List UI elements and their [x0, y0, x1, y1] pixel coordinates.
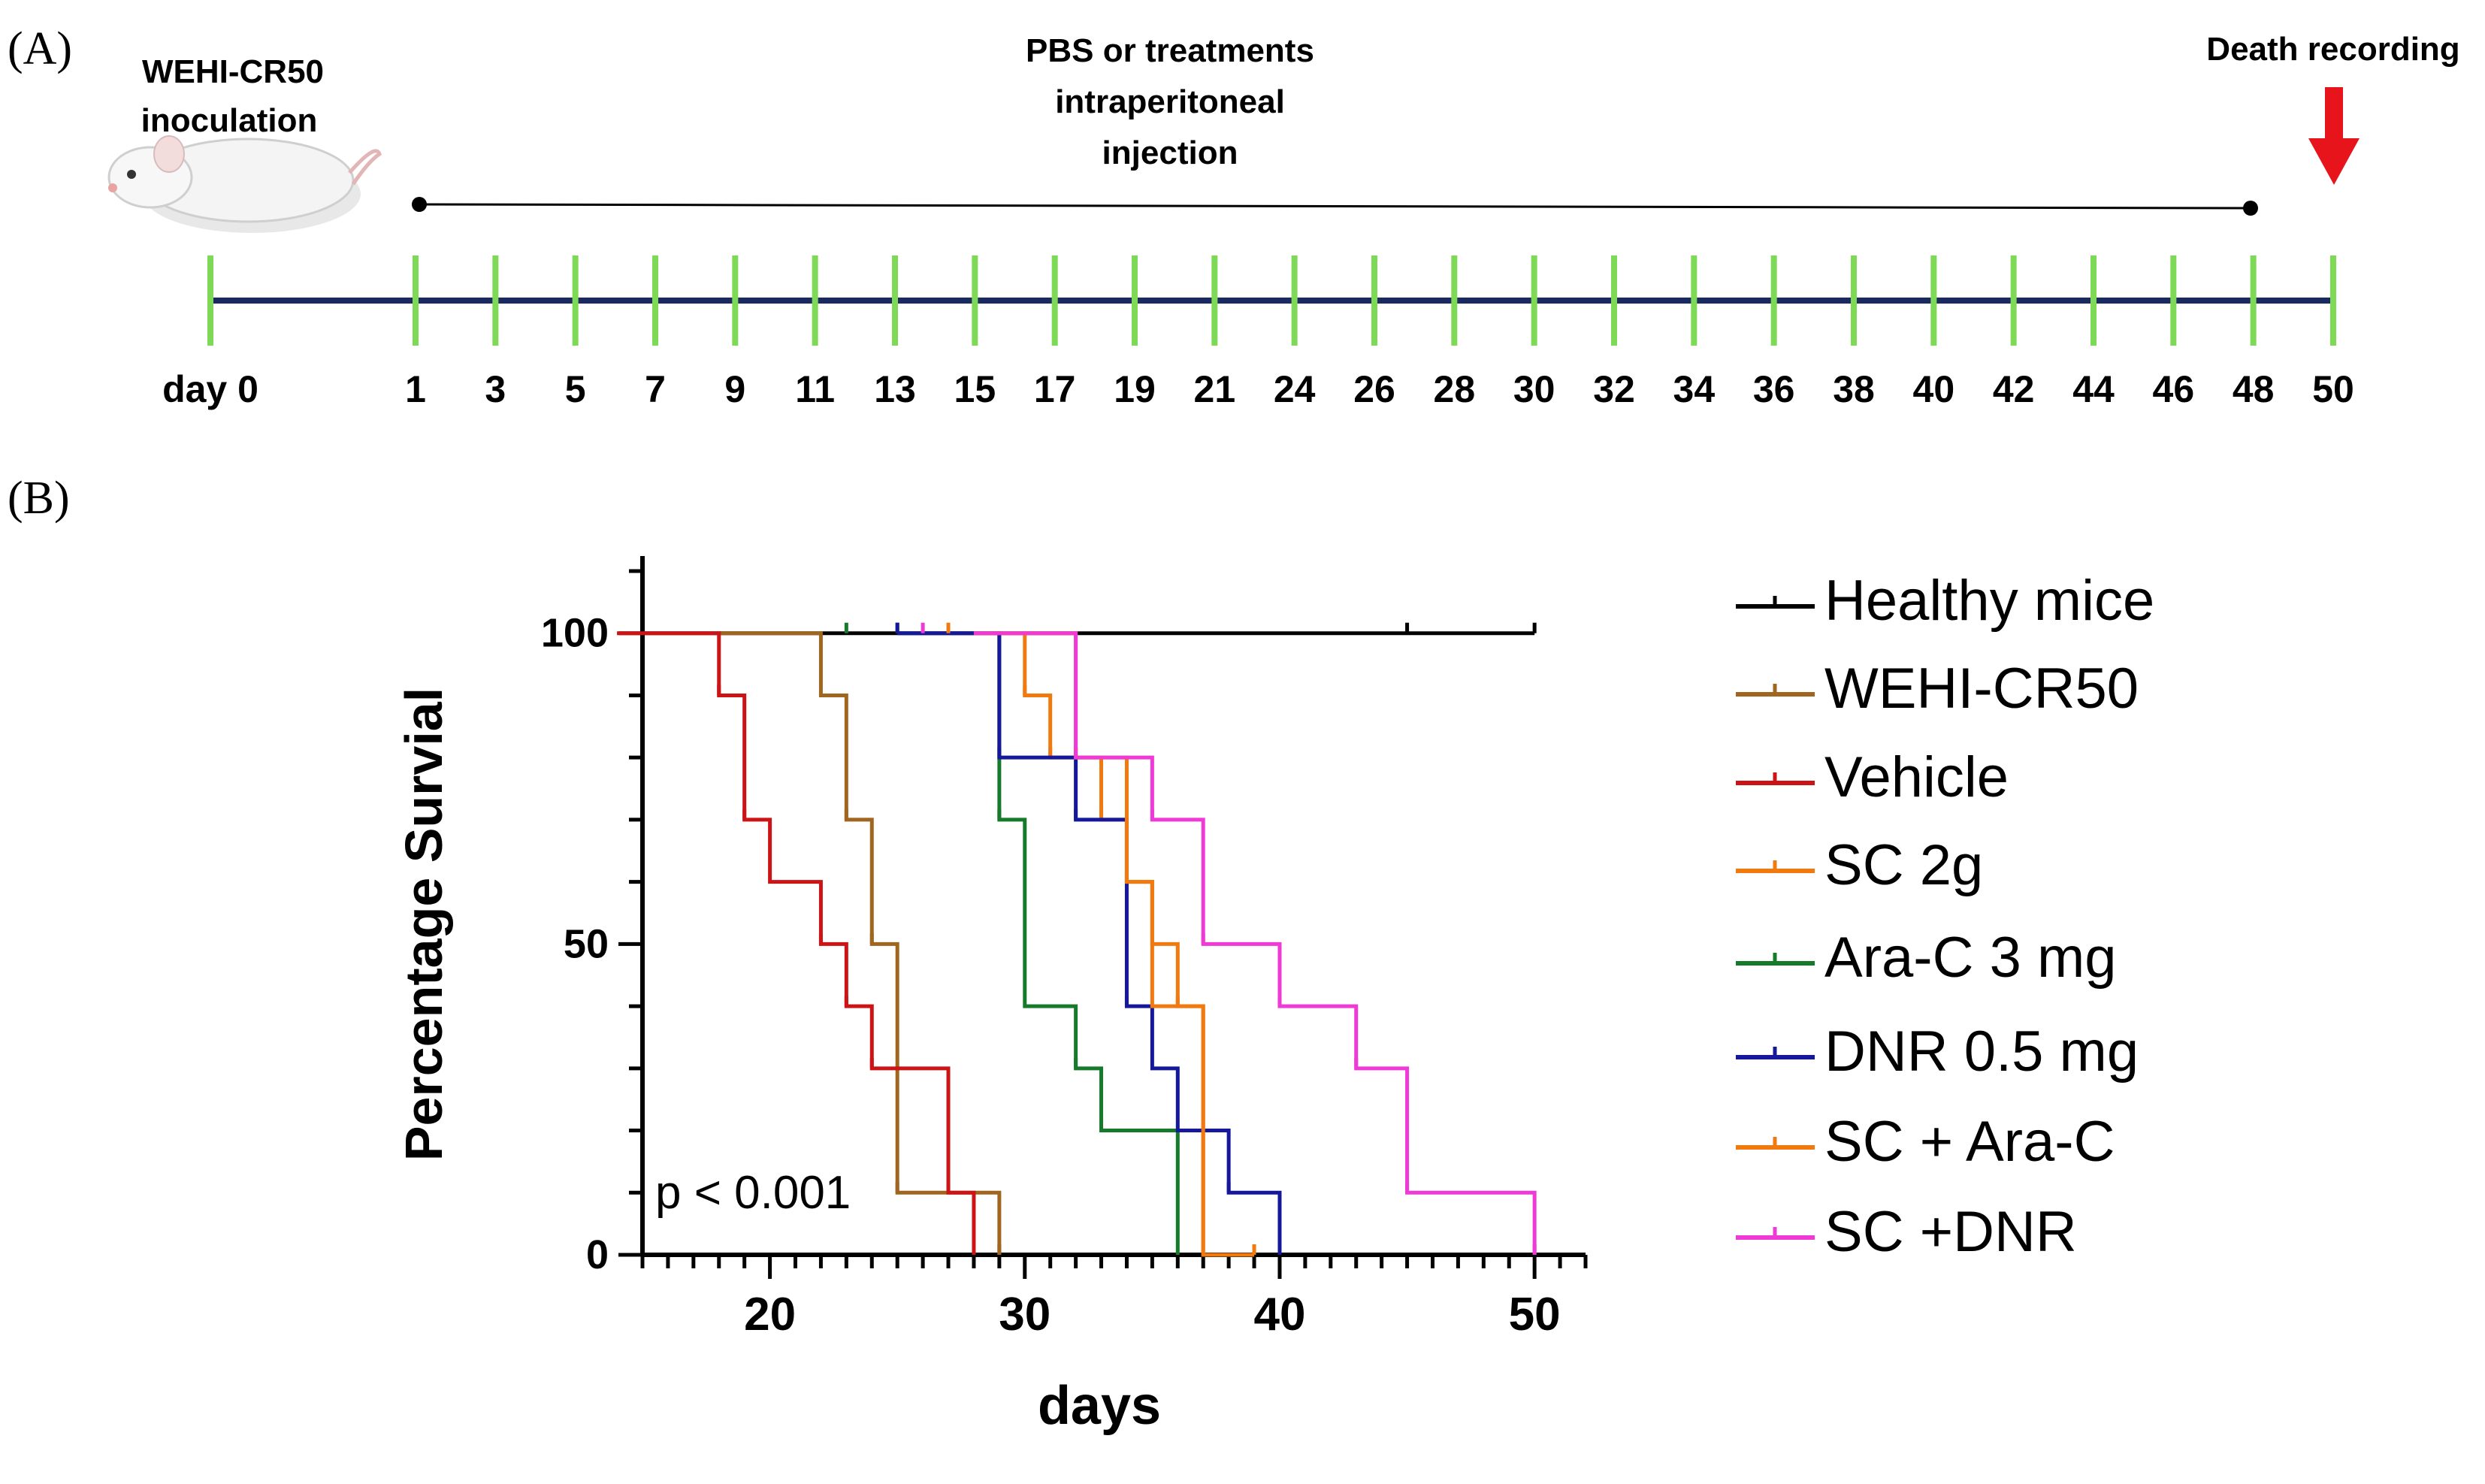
- legend-label: Healthy mice: [1824, 569, 2154, 633]
- y-tick-label: 100: [541, 611, 609, 656]
- timeline-day-label: 21: [1194, 368, 1236, 410]
- x-tick-label: 40: [1253, 1289, 1305, 1340]
- x-tick-label: 30: [999, 1289, 1051, 1340]
- timeline-day-label: 32: [1593, 368, 1635, 410]
- death-arrow-icon: [2308, 87, 2360, 185]
- treatment-start-dot: [412, 197, 427, 212]
- timeline-day-label: 50: [2312, 368, 2354, 410]
- treatment-label-line1: PBS or treatments: [1026, 32, 1314, 69]
- death-recording-label: Death recording: [2206, 31, 2459, 68]
- p-value-annotation: p < 0.001: [655, 1167, 851, 1219]
- timeline-day-label: 38: [1833, 368, 1875, 410]
- treatment-label-line2: intraperitoneal: [1055, 83, 1285, 120]
- y-axis-label: Percentage Survial: [395, 688, 453, 1161]
- day0-label: day 0: [162, 368, 258, 410]
- timeline-day-label: 30: [1513, 368, 1555, 410]
- timeline-day-label: 24: [1274, 368, 1316, 410]
- x-tick-label: 20: [744, 1289, 796, 1340]
- treatment-label-line3: injection: [1102, 134, 1238, 171]
- timeline-day-label: 3: [485, 368, 506, 410]
- series-line-ara-c-3-mg: [897, 631, 1180, 1255]
- panel-b-label: (B): [8, 473, 70, 524]
- timeline-day-label: 13: [874, 368, 916, 410]
- legend-label: SC 2g: [1824, 833, 1983, 897]
- treatment-end-dot: [2243, 201, 2258, 216]
- legend-label: DNR 0.5 mg: [1824, 1020, 2139, 1084]
- timeline-day-label: 44: [2072, 368, 2115, 410]
- y-tick-label: 50: [564, 921, 609, 966]
- timeline-day-label: 11: [795, 368, 835, 410]
- series-line-sc-dnr: [973, 631, 1537, 1255]
- series-line-sc-2g: [923, 631, 1205, 1255]
- experiment-timeline: WEHI-CR50 inoculation PBS or treatments …: [107, 31, 2460, 410]
- timeline-day-label: 26: [1353, 368, 1395, 410]
- timeline-day-label: 48: [2233, 368, 2275, 410]
- treatment-period-line: [419, 203, 2251, 210]
- timeline-day-label: 42: [1993, 368, 2035, 410]
- legend-label: SC +DNR: [1824, 1200, 2077, 1264]
- mouse-icon: [107, 135, 382, 233]
- series-line-vehicle: [617, 631, 976, 1255]
- timeline-day-label: 17: [1034, 368, 1076, 410]
- inoculation-label-line2: inoculation: [141, 102, 318, 139]
- timeline-day-label: 7: [645, 368, 666, 410]
- legend-label: Vehicle: [1824, 745, 2009, 809]
- timeline-day-label: 28: [1434, 368, 1476, 410]
- legend-label: SC + Ara-C: [1824, 1110, 2115, 1174]
- legend-label: WEHI-CR50: [1824, 657, 2139, 721]
- timeline-day-label: 19: [1114, 368, 1156, 410]
- timeline-day-label: 46: [2153, 368, 2195, 410]
- timeline-day-label: 9: [724, 368, 745, 410]
- timeline-day-label: 40: [1913, 368, 1955, 410]
- inoculation-label-line1: WEHI-CR50: [142, 53, 324, 90]
- legend-label: Ara-C 3 mg: [1824, 926, 2117, 990]
- x-tick-label: 50: [1509, 1289, 1561, 1340]
- timeline-day-label: 36: [1753, 368, 1795, 410]
- timeline-day-label: 15: [954, 368, 996, 410]
- panel-a-label: (A): [8, 23, 73, 74]
- timeline-day-label: 1: [405, 368, 426, 410]
- series-line-wehi-cr50: [718, 631, 1002, 1255]
- timeline-day-label: 34: [1673, 368, 1716, 410]
- timeline-day-label: 5: [565, 368, 586, 410]
- y-tick-label: 0: [586, 1232, 609, 1277]
- x-axis-label: days: [1038, 1376, 1161, 1436]
- survival-chart: 20 30 40 50 0 50 100 Percentage Survial days p…: [395, 556, 2154, 1436]
